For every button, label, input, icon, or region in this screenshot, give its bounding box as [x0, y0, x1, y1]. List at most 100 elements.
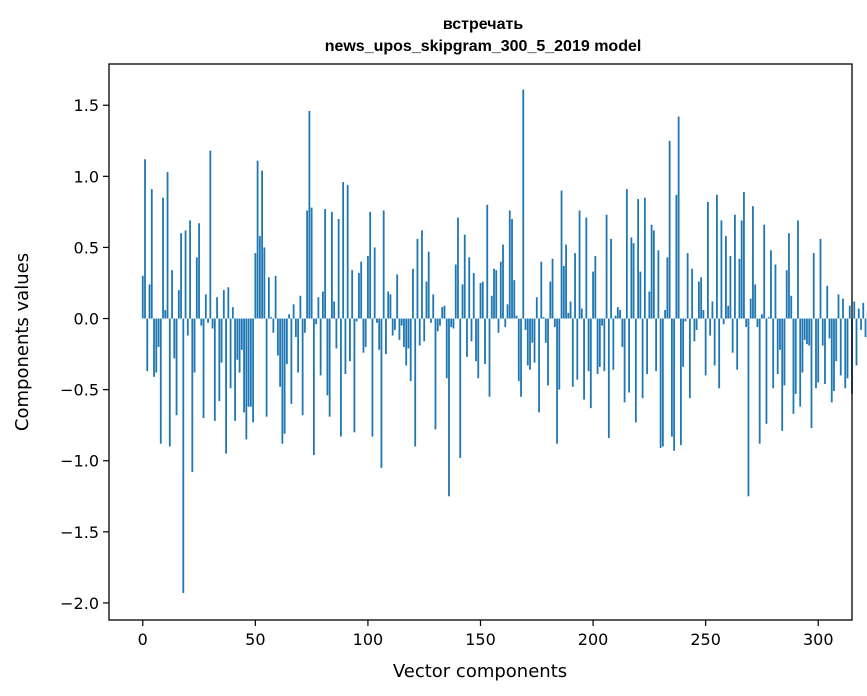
x-tick-label: 300 [803, 630, 834, 649]
bar-15 [175, 318, 178, 416]
bar-186 [560, 190, 563, 319]
bar-219 [634, 318, 637, 423]
bar-35 [220, 318, 223, 363]
bar-115 [400, 318, 403, 326]
bar-289 [792, 318, 795, 414]
bar-313 [846, 318, 849, 379]
bar-121 [414, 318, 417, 447]
bar-201 [594, 255, 597, 319]
bar-249 [702, 310, 705, 319]
bar-224 [646, 318, 649, 374]
bar-10 [164, 310, 167, 319]
bar-68 [294, 318, 297, 338]
bar-96 [358, 273, 360, 319]
bar-178 [542, 317, 545, 319]
bar-172 [529, 318, 531, 370]
bar-55 [265, 318, 268, 417]
plot-frame [108, 63, 853, 621]
bar-234 [668, 140, 671, 319]
bar-319 [860, 318, 862, 330]
bar-300 [817, 318, 820, 383]
bar-89 [342, 182, 345, 319]
bar-281 [774, 264, 777, 319]
bar-128 [430, 318, 432, 323]
bar-218 [632, 243, 635, 319]
bar-137 [450, 318, 453, 328]
bar-40 [231, 307, 234, 319]
bar-150 [479, 282, 482, 319]
bar-318 [857, 308, 860, 319]
bar-127 [427, 251, 430, 319]
bar-158 [497, 318, 500, 333]
bar-227 [652, 230, 655, 319]
bar-155 [490, 295, 493, 319]
y-axis-label: Components values [12, 253, 33, 431]
bar-198 [587, 318, 590, 372]
bar-103 [373, 247, 376, 319]
bar-61 [279, 318, 282, 387]
bar-34 [218, 318, 221, 402]
bar-70 [299, 295, 302, 319]
bar-295 [806, 318, 808, 345]
bar-297 [810, 318, 813, 429]
bar-290 [794, 318, 797, 394]
bar-112 [394, 318, 396, 330]
bar-222 [641, 318, 644, 399]
bar-256 [718, 318, 721, 389]
bar-66 [290, 318, 293, 404]
bar-254 [713, 318, 716, 366]
bar-248 [700, 277, 703, 319]
bar-250 [704, 318, 707, 376]
bar-317 [855, 318, 858, 366]
bar-192 [574, 253, 576, 319]
bar-53 [261, 170, 263, 319]
bar-179 [544, 318, 547, 343]
bar-270 [749, 298, 752, 319]
bar-39 [229, 318, 232, 389]
bar-59 [274, 275, 277, 319]
x-tick-label: 0 [138, 630, 148, 649]
bar-184 [556, 318, 558, 444]
bar-231 [661, 318, 664, 447]
bar-302 [821, 318, 824, 346]
bar-164 [511, 219, 513, 319]
bar-114 [398, 318, 401, 340]
y-tick-label: 0.0 [74, 310, 99, 329]
bar-232 [664, 310, 667, 319]
bar-36 [222, 290, 225, 319]
bar-49 [252, 318, 254, 423]
bar-24 [195, 257, 198, 319]
bar-78 [317, 297, 320, 319]
x-tick-label: 100 [353, 630, 384, 649]
bar-161 [504, 318, 507, 328]
bar-56 [267, 277, 270, 319]
bar-23 [193, 318, 196, 373]
bar-109 [387, 291, 390, 319]
bar-200 [592, 271, 594, 319]
bar-27 [202, 318, 205, 419]
bar-229 [657, 250, 660, 319]
bar-312 [844, 318, 847, 389]
bar-104 [376, 318, 378, 323]
bar-31 [211, 318, 214, 329]
bar-293 [801, 318, 804, 373]
bar-142 [461, 284, 464, 319]
bar-11 [166, 172, 169, 319]
bar-282 [776, 318, 779, 374]
bar-196 [583, 318, 585, 400]
bar-285 [783, 318, 786, 386]
bar-123 [418, 318, 421, 346]
bar-211 [616, 307, 619, 319]
bar-188 [565, 244, 567, 319]
bar-311 [842, 298, 844, 319]
bar-195 [580, 308, 583, 319]
bar-131 [436, 318, 439, 332]
bar-207 [607, 318, 610, 438]
bar-226 [650, 224, 653, 319]
bar-208 [610, 238, 612, 319]
bar-303 [824, 318, 826, 384]
bar-84 [331, 211, 333, 319]
bar-107 [382, 210, 385, 319]
bar-167 [517, 318, 520, 382]
bar-247 [698, 281, 700, 319]
